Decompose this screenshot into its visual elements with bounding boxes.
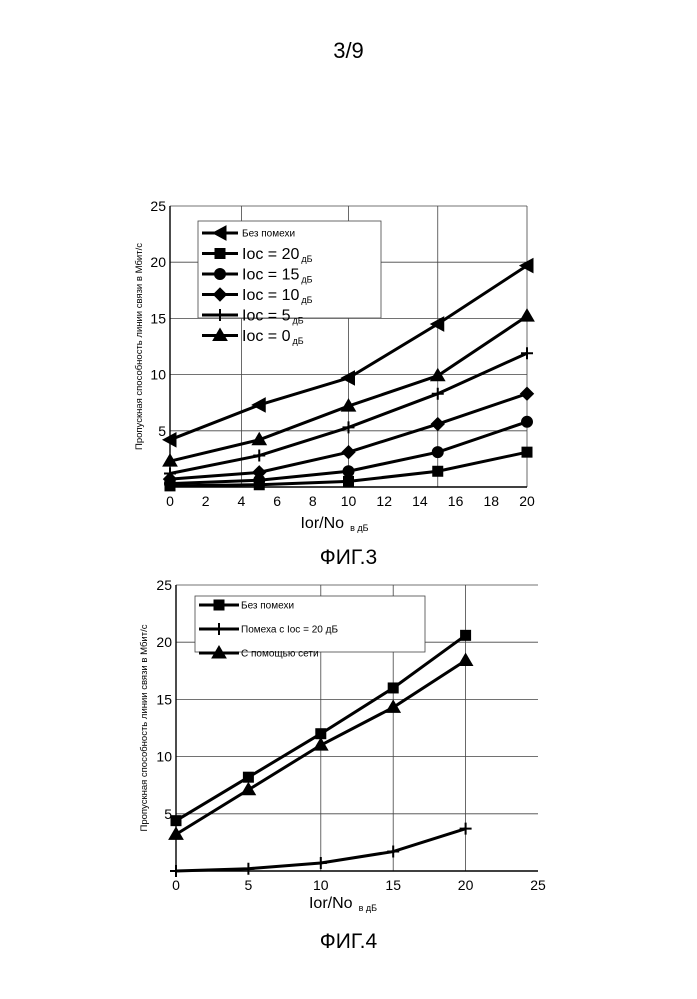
chart-1-legend-unit: дБ xyxy=(301,254,312,264)
chart-1-series-3-point xyxy=(432,447,443,458)
figure-3-caption: ФИГ.3 xyxy=(0,546,697,570)
chart-1-series-5-point xyxy=(343,421,355,433)
chart-1-x-axis-unit: в дБ xyxy=(350,523,369,533)
chart-1-x-tick-label: 20 xyxy=(519,493,535,509)
chart-2-series-2-point xyxy=(242,863,254,875)
chart-2-series-2-point xyxy=(170,865,182,877)
chart-1-x-tick-label: 14 xyxy=(412,493,428,509)
chart-2-series-1-point xyxy=(461,630,471,640)
chart-2-legend-label: Помеха с Ioc = 20 дБ xyxy=(241,625,338,636)
chart-2-y-tick-label: 15 xyxy=(156,691,172,707)
chart-1-series-5-point xyxy=(432,388,444,400)
chart-2-series-2-point xyxy=(315,857,327,869)
chart-1-x-axis-label: Ior/Noв дБ xyxy=(300,515,368,533)
chart-2-x-tick-label: 25 xyxy=(530,877,546,893)
chart-1-y-tick-label: 5 xyxy=(158,423,166,439)
chart-2-x-tick-label: 20 xyxy=(458,877,474,893)
chart-2-series-1-point xyxy=(171,816,181,826)
chart-1-x-tick-label: 18 xyxy=(484,493,500,509)
chart-2-series-3-point xyxy=(386,700,400,712)
chart-2-series-3-point xyxy=(459,654,473,666)
chart-1-x-tick-label: 0 xyxy=(166,493,174,509)
chart-1-legend-unit: дБ xyxy=(301,295,312,305)
chart-1-legend-unit: дБ xyxy=(292,336,303,346)
chart-1-y-tick-label: 25 xyxy=(150,198,166,214)
chart-1-series-3-point xyxy=(522,416,533,427)
chart-1-series-3-point xyxy=(343,466,354,477)
chart-1-series-2-point xyxy=(433,466,443,476)
chart-1-x-tick-label: 6 xyxy=(273,493,281,509)
chart-2-x-tick-label: 5 xyxy=(245,877,253,893)
chart-2-legend-label: С помощью сети xyxy=(241,649,319,660)
chart-1-series-4-point xyxy=(521,387,534,400)
chart-1-series-1-point xyxy=(252,398,265,412)
chart-1-y-axis-label: Пропускная способность линии связи в Мби… xyxy=(134,243,145,450)
chart-1-series-5-point xyxy=(521,347,533,359)
chart-1-x-tick-label: 8 xyxy=(309,493,317,509)
chart-1-series-1-point xyxy=(342,371,355,385)
chart-2-series-1-point xyxy=(243,772,253,782)
chart-2-series-2-point xyxy=(387,846,399,858)
chart-2-legend: Без помехи Помеха с Ioc = 20 дБ С помощью … xyxy=(195,596,425,660)
chart-1-legend-unit: дБ xyxy=(292,316,303,326)
chart-2-x-tick-label: 15 xyxy=(385,877,401,893)
chart-2-series-1-point xyxy=(388,683,398,693)
chart-2-x-axis-label: Ior/Noв дБ xyxy=(309,895,377,913)
chart-2-legend-label: Без помехи xyxy=(241,601,294,612)
chart-1-series-6-point xyxy=(520,309,534,321)
chart-1-series-4-point xyxy=(431,418,444,431)
chart-1-y-tick-label: 15 xyxy=(150,310,166,326)
chart-1-legend-label: Ioc = 0дБ xyxy=(242,328,304,346)
chart-2-x-axis-unit: в дБ xyxy=(359,903,378,913)
chart-2-legend-marker xyxy=(214,600,224,610)
chart-2-x-tick-label: 0 xyxy=(172,877,180,893)
chart-1-series-2-point xyxy=(344,476,354,486)
chart-2-y-tick-label: 10 xyxy=(156,749,172,765)
chart-2-series-2-point xyxy=(460,823,472,835)
chart-1-x-tick-label: 12 xyxy=(376,493,392,509)
chart-1-legend-marker xyxy=(215,269,226,280)
chart-1-y-tick-label: 20 xyxy=(150,254,166,270)
chart-2-y-tick-label: 25 xyxy=(156,577,172,593)
figure-4-caption: ФИГ.4 xyxy=(0,930,697,954)
chart-1-x-tick-label: 10 xyxy=(341,493,357,509)
chart-1-legend-unit: дБ xyxy=(301,275,312,285)
chart-2-y-tick-label: 20 xyxy=(156,634,172,650)
chart-1-y-tick-label: 10 xyxy=(150,367,166,383)
chart-2-series-3-point xyxy=(241,783,255,795)
chart-1-legend-label: Без помехи xyxy=(242,229,295,240)
chart-1-x-tick-label: 16 xyxy=(448,493,464,509)
chart-1-legend: Без помехиIoc = 20дБIoc = 15дБIoc = 10дБ… xyxy=(198,221,381,346)
chart-2-x-tick-label: 10 xyxy=(313,877,329,893)
chart-1-series-1-point xyxy=(431,317,444,331)
chart-1-series-5-point xyxy=(253,450,265,462)
chart-1-x-tick-label: 2 xyxy=(202,493,210,509)
chart-1-series-2-point xyxy=(522,447,532,457)
chart-2-y-axis-label: Пропускная способность линии связи в Мби… xyxy=(139,624,150,831)
chart-1-legend-marker xyxy=(215,249,225,259)
chart-2-series-3-point xyxy=(169,827,183,839)
chart-1-x-tick-label: 4 xyxy=(238,493,246,509)
chart-1-series-4-point xyxy=(342,446,355,459)
